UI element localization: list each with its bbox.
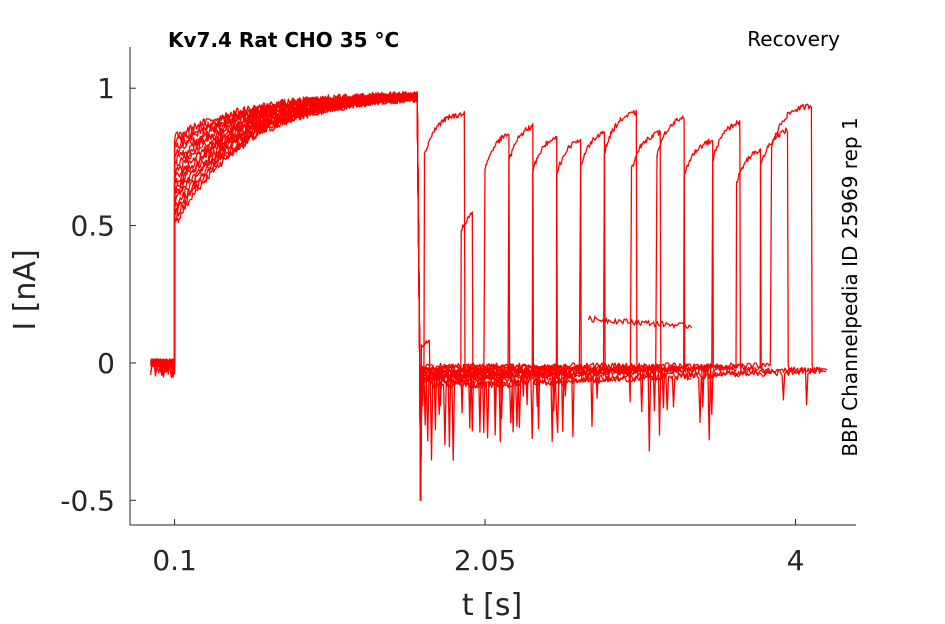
protocol-label: Recovery xyxy=(747,27,840,51)
y-axis-label: I [nA] xyxy=(8,249,43,330)
sweep-trace xyxy=(150,93,589,501)
plot-area xyxy=(150,90,828,501)
x-tick-label: 0.1 xyxy=(152,544,197,577)
sweep-trace xyxy=(150,94,485,501)
sweep-trace xyxy=(150,91,828,501)
y-axis-ticks: -0.5 0 0.5 1 xyxy=(60,72,136,517)
x-axis-label: t [s] xyxy=(462,588,522,623)
x-tick-label: 2.05 xyxy=(454,544,516,577)
chart-title: Kv7.4 Rat CHO 35 °C xyxy=(168,28,399,52)
y-tick-label: 0.5 xyxy=(70,210,115,243)
x-axis-ticks: 0.1 2.05 4 xyxy=(152,519,804,577)
y-tick-label: 0 xyxy=(97,347,115,380)
side-label: BBP Channelpedia ID 25969 rep 1 xyxy=(838,117,862,456)
sweep-trace xyxy=(587,314,693,330)
x-tick-label: 4 xyxy=(787,544,805,577)
y-tick-label: 1 xyxy=(97,72,115,105)
y-tick-label: -0.5 xyxy=(60,484,115,517)
